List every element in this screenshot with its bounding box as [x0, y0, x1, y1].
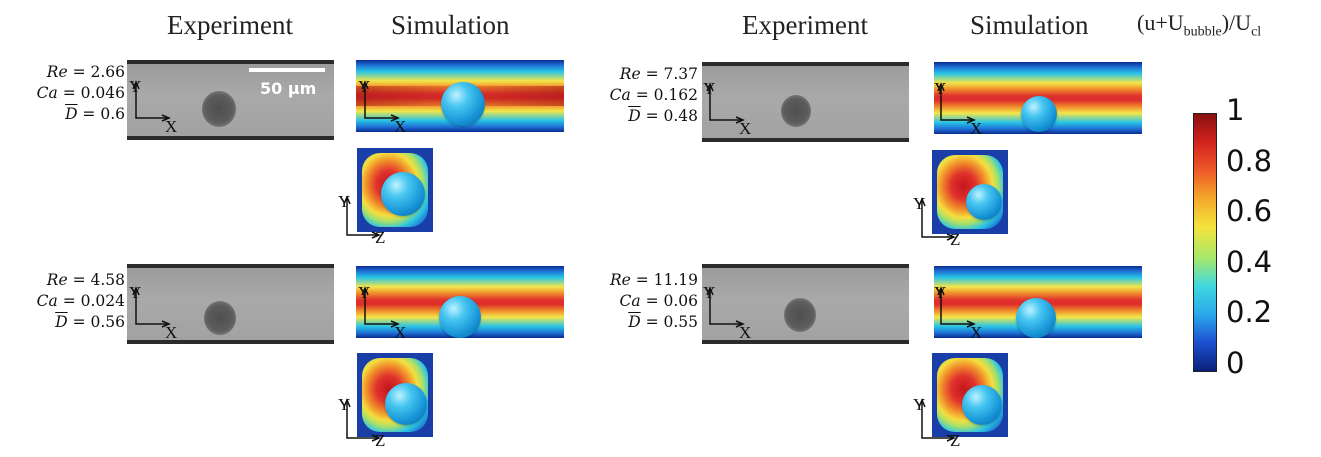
axis-label-y: Y [129, 77, 142, 96]
simulation-bubble [439, 296, 481, 338]
yz-axis-indicator: Y Z [338, 192, 387, 254]
axis-label-y: Y [934, 79, 947, 98]
cross-section-bubble [385, 383, 427, 425]
header-experiment-left: Experiment [167, 10, 293, 40]
axis-label-y: Y [703, 79, 716, 98]
simulation-side-view [356, 266, 564, 338]
axis-label-z: Z [950, 431, 961, 450]
case-parameters: Re = 4.58 Ca = 0.024 D = 0.56 [36, 271, 125, 331]
simulation-bubble [1016, 298, 1056, 338]
axis-label-y: Y [913, 395, 926, 414]
experiment-bubble [202, 91, 236, 127]
cross-section-bubble [966, 184, 1002, 220]
experiment-image [127, 264, 334, 344]
experiment-bubble [204, 301, 236, 335]
xy-axis-indicator: Y X [358, 283, 408, 345]
colorbar-title: (u+Ububble)/Ucl [1137, 10, 1262, 40]
experiment-image: 50 μm [127, 60, 334, 140]
xy-axis-indicator: Y X [129, 77, 179, 139]
experiment-image [702, 264, 909, 344]
simulation-side-view [356, 60, 564, 132]
simulation-cross-section [357, 353, 433, 437]
xy-axis-indicator: Y X [934, 79, 984, 141]
colorbar-tick-label: 0 [1226, 345, 1245, 380]
axis-label-y: Y [703, 283, 716, 302]
axis-label-x: X [970, 323, 983, 342]
axis-label-y: Y [913, 194, 926, 213]
axis-label-z: Z [375, 431, 386, 450]
header-experiment-right: Experiment [742, 10, 868, 40]
axis-label-x: X [970, 119, 983, 138]
experiment-bubble [781, 95, 811, 127]
axis-label-y: Y [358, 77, 371, 96]
xy-axis-indicator: Y X [934, 283, 984, 345]
colorbar [1193, 113, 1217, 372]
case-parameters: Re = 7.37 Ca = 0.162 D = 0.48 [609, 65, 698, 125]
xy-axis-indicator: Y X [703, 283, 753, 345]
simulation-bubble [441, 82, 485, 126]
simulation-cross-section [932, 353, 1008, 437]
simulation-cross-section [357, 148, 433, 232]
xy-axis-indicator: Y X [129, 283, 179, 345]
simulation-bubble [1021, 96, 1057, 132]
xy-axis-indicator: Y X [358, 77, 408, 139]
case-parameters: Re = 11.19 Ca = 0.06 D = 0.55 [609, 271, 698, 331]
scale-bar [249, 68, 325, 72]
cross-section-bubble [381, 172, 425, 216]
axis-label-y: Y [338, 192, 351, 211]
colorbar-tick-label: 0.8 [1226, 143, 1273, 178]
axis-label-y: Y [338, 395, 351, 414]
axis-label-z: Z [950, 230, 961, 249]
axis-label-x: X [739, 119, 752, 138]
axis-label-x: X [394, 323, 407, 342]
yz-axis-indicator: Y Z [338, 395, 387, 457]
xy-axis-indicator: Y X [703, 79, 753, 141]
axis-label-x: X [739, 323, 752, 342]
scale-bar-label: 50 μm [260, 79, 317, 98]
cross-section-bubble [962, 385, 1002, 425]
header-simulation-left: Simulation [391, 10, 510, 40]
colorbar-tick-label: 0.6 [1226, 194, 1273, 228]
experiment-bubble [784, 298, 816, 332]
header-simulation-right: Simulation [970, 10, 1089, 40]
axis-label-x: X [165, 117, 178, 136]
axis-label-y: Y [129, 283, 142, 302]
axis-label-x: X [394, 117, 407, 136]
colorbar-tick-label: 0.4 [1226, 244, 1273, 279]
yz-axis-indicator: Y Z [913, 395, 962, 457]
axis-label-y: Y [358, 283, 371, 302]
case-parameters: Re = 2.66 Ca = 0.046 D = 0.6 [36, 63, 125, 123]
axis-label-x: X [165, 323, 178, 342]
colorbar-tick-label: 0.2 [1226, 295, 1273, 329]
simulation-cross-section [932, 150, 1008, 234]
experiment-image [702, 62, 909, 142]
axis-label-z: Z [375, 228, 386, 247]
colorbar-tick-label: 1 [1226, 93, 1245, 127]
axis-label-y: Y [934, 283, 947, 302]
yz-axis-indicator: Y Z [913, 194, 962, 256]
